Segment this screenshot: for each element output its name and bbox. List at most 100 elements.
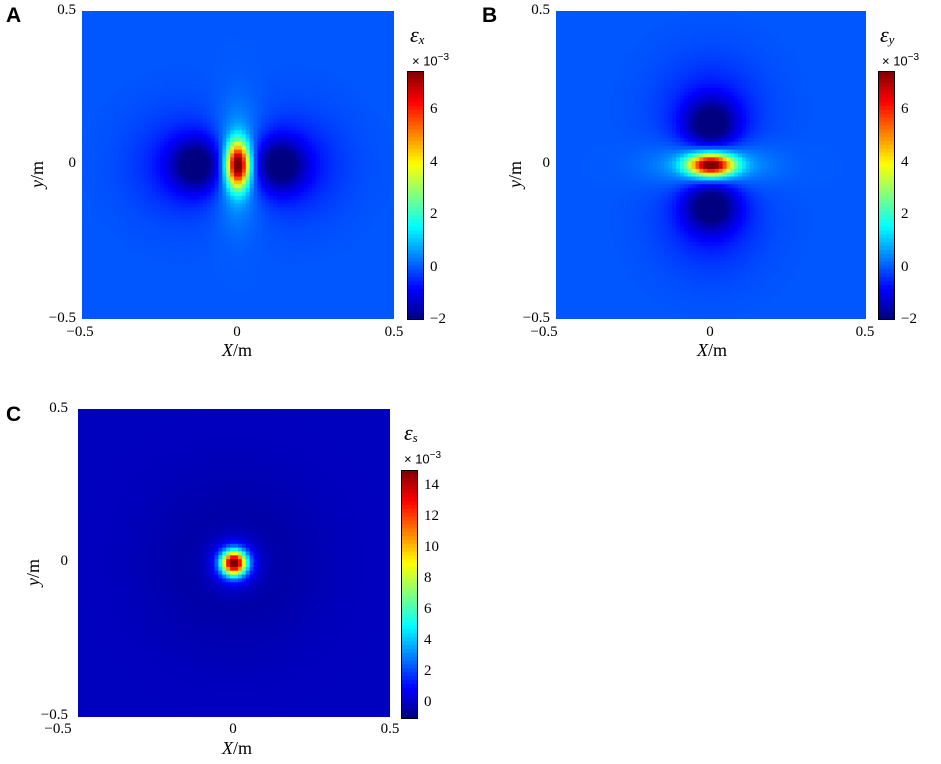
heatmap-cell <box>296 165 301 170</box>
heatmap-cell <box>277 272 282 278</box>
heatmap-cell <box>148 134 153 139</box>
heatmap-cell <box>249 30 255 35</box>
heatmap-cell <box>179 303 184 309</box>
heatmap-cell <box>140 145 145 151</box>
heatmap-cell <box>280 207 286 212</box>
heatmap-cell <box>121 26 126 31</box>
heatmap-cell <box>257 268 262 274</box>
heatmap-cell <box>226 222 231 228</box>
heatmap-cell <box>226 234 231 239</box>
heatmap-cell <box>82 172 87 178</box>
heatmap-cell <box>226 218 231 224</box>
heatmap-cell <box>113 215 118 220</box>
heatmap-cell <box>101 157 106 162</box>
heatmap-cell <box>113 303 118 309</box>
heatmap-cell <box>97 114 103 120</box>
heatmap-cell <box>187 149 192 155</box>
heatmap-cell <box>199 91 204 97</box>
heatmap-cell <box>136 26 142 31</box>
heatmap-cell <box>230 272 235 278</box>
heatmap-cell <box>277 172 282 178</box>
heatmap-cell <box>238 226 243 232</box>
heatmap-cell <box>117 26 122 31</box>
heatmap-cell <box>292 68 298 74</box>
heatmap-cell <box>288 222 294 228</box>
heatmap-cell <box>210 95 216 101</box>
heatmap-cell <box>226 203 231 208</box>
heatmap-cell <box>109 145 114 151</box>
heatmap-cell <box>292 111 298 116</box>
heatmap-cell <box>230 188 235 193</box>
heatmap-cell <box>144 307 149 312</box>
heatmap-cell <box>163 188 169 193</box>
heatmap-cell <box>183 218 188 224</box>
heatmap-cell <box>97 299 103 305</box>
heatmap-cell <box>136 149 142 155</box>
heatmap-cell <box>277 218 282 224</box>
heatmap-cell <box>253 14 259 20</box>
heatmap-cell <box>85 222 91 228</box>
heatmap-cell <box>124 211 130 216</box>
heatmap-cell <box>234 11 239 16</box>
heatmap-cell <box>121 99 126 104</box>
heatmap-cell <box>136 218 142 224</box>
heatmap-cell <box>269 114 274 120</box>
heatmap-cell <box>277 203 282 208</box>
heatmap-cell <box>175 138 181 143</box>
heatmap-cell <box>93 230 99 235</box>
heatmap-cell <box>101 238 106 243</box>
heatmap-cell <box>152 207 157 212</box>
heatmap-cell <box>97 288 103 293</box>
heatmap-cell <box>183 141 188 147</box>
heatmap-cell <box>296 307 301 312</box>
heatmap-cell <box>195 26 200 31</box>
heatmap-cell <box>163 230 169 235</box>
heatmap-cell <box>284 103 290 108</box>
heatmap-cell <box>113 311 118 316</box>
heatmap-cell <box>296 230 301 235</box>
heatmap-cell <box>82 165 87 170</box>
heatmap-cell <box>82 72 87 78</box>
heatmap-cell <box>191 180 196 185</box>
heatmap-cell <box>113 95 118 101</box>
heatmap-cell <box>124 307 130 312</box>
heatmap-cell <box>312 215 317 220</box>
heatmap-cell <box>195 99 200 104</box>
heatmap-cell <box>82 245 87 251</box>
heatmap-cell <box>206 230 212 235</box>
heatmap-cell <box>132 307 138 312</box>
heatmap-cell <box>234 141 239 147</box>
heatmap-cell <box>183 122 188 128</box>
heatmap-cell <box>93 207 99 212</box>
heatmap-cell <box>249 311 255 316</box>
heatmap-cell <box>144 276 149 282</box>
heatmap-cell <box>171 145 177 151</box>
heatmap-cell <box>312 118 317 124</box>
heatmap-cell <box>183 211 188 216</box>
heatmap-cell <box>253 288 259 293</box>
heatmap-cell <box>105 284 110 289</box>
heatmap-cell <box>273 272 278 278</box>
heatmap-cell <box>97 184 103 189</box>
heatmap-cell <box>191 165 196 170</box>
heatmap-cell <box>273 242 278 247</box>
heatmap-cell <box>128 165 134 170</box>
heatmap-cell <box>195 84 200 89</box>
heatmap-cell <box>156 257 161 262</box>
heatmap-cell <box>167 292 173 297</box>
heatmap-cell <box>89 53 95 58</box>
heatmap-cell <box>292 207 298 212</box>
heatmap-cell <box>222 265 227 270</box>
heatmap-cell <box>253 114 259 120</box>
heatmap-cell <box>319 18 325 24</box>
heatmap-cell <box>323 107 329 112</box>
heatmap-cell <box>245 203 251 208</box>
heatmap-cell <box>280 234 286 239</box>
heatmap-cell <box>241 95 247 101</box>
heatmap-cell <box>97 14 103 20</box>
heatmap-cell <box>187 191 192 197</box>
heatmap-cell <box>269 84 274 89</box>
heatmap-cell <box>136 37 142 43</box>
heatmap-cell <box>89 226 95 232</box>
heatmap-cell <box>304 107 309 112</box>
